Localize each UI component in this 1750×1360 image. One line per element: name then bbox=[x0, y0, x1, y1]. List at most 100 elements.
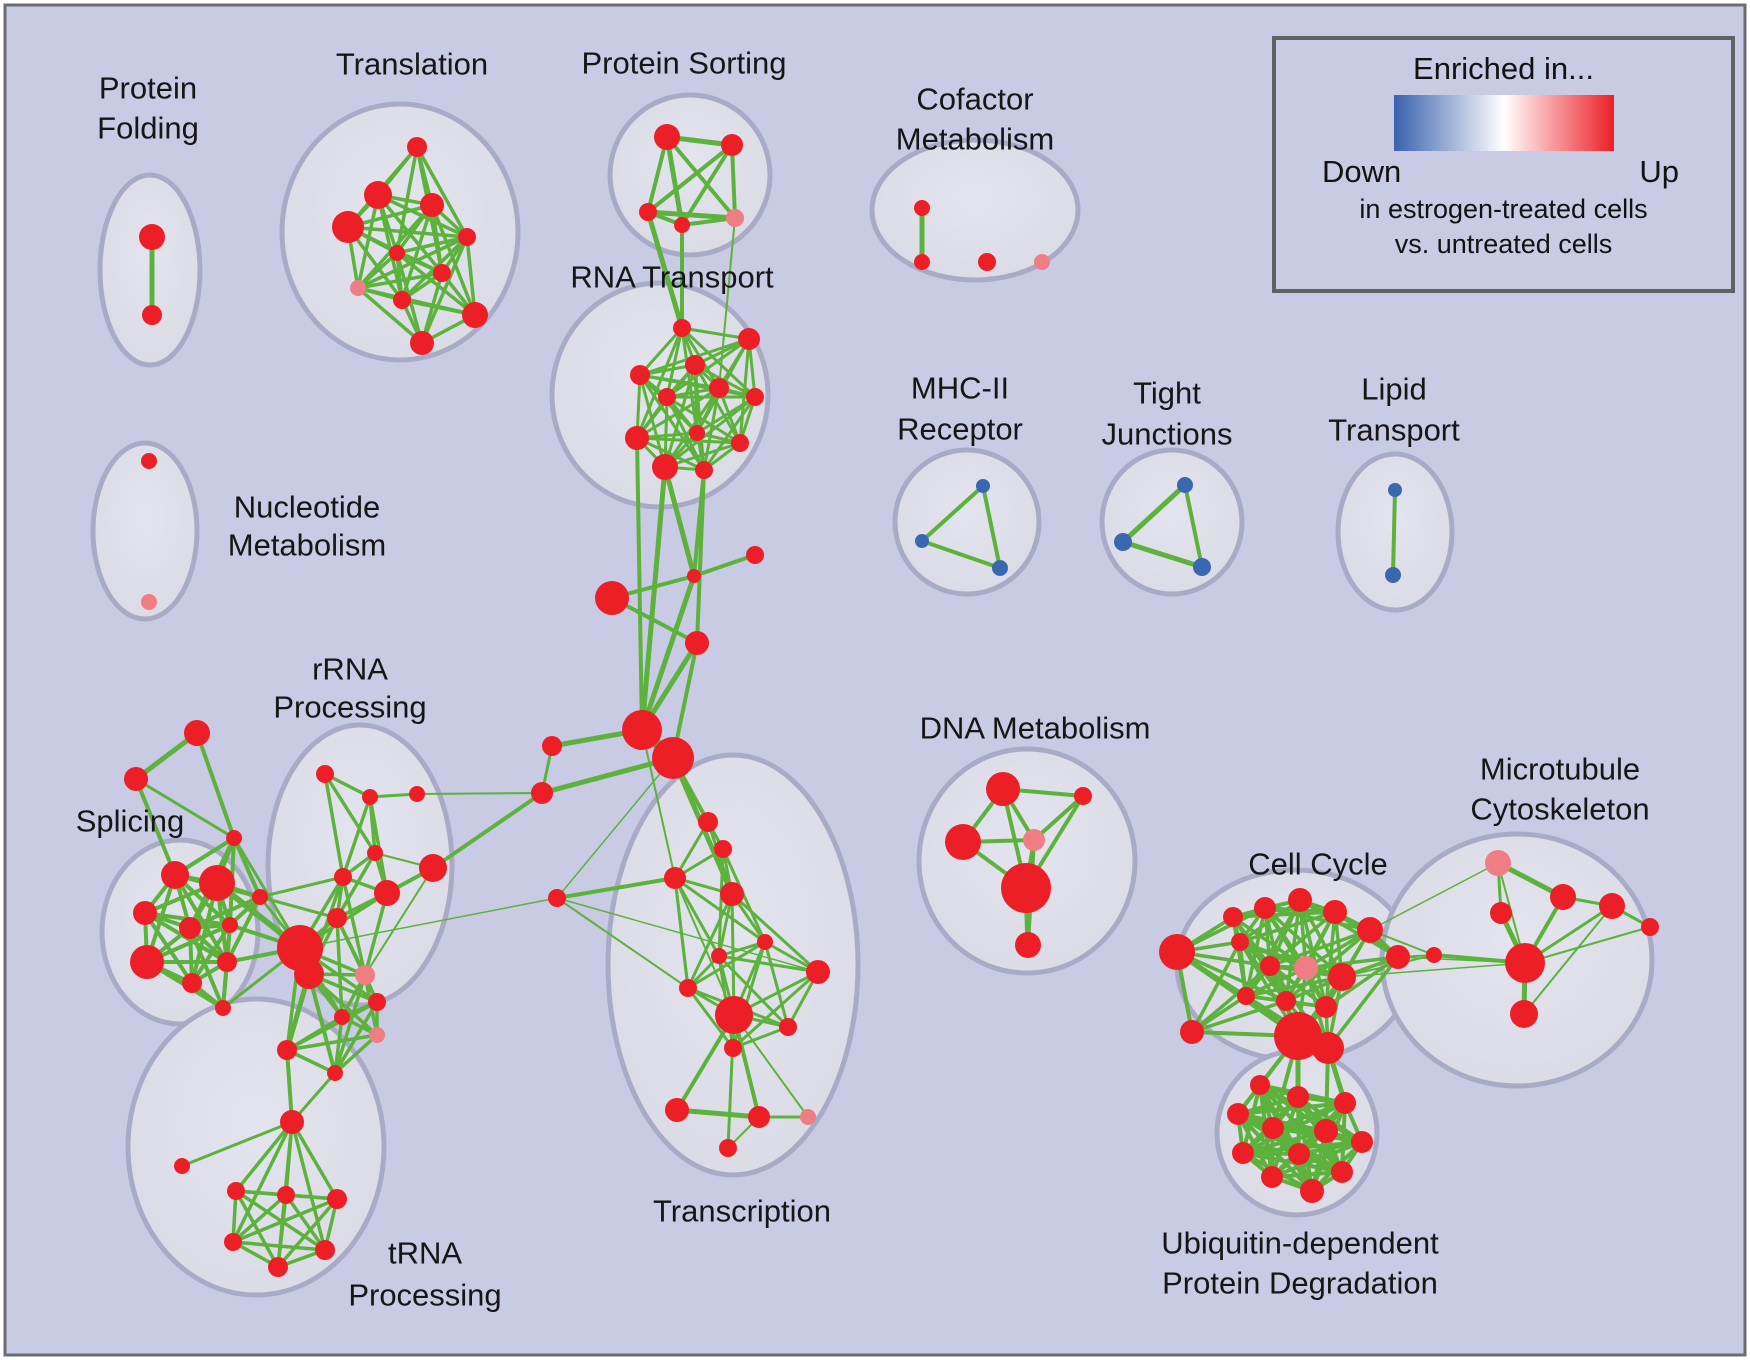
network-node[interactable] bbox=[685, 355, 705, 375]
network-node[interactable] bbox=[731, 434, 749, 452]
network-node[interactable] bbox=[665, 1098, 689, 1122]
network-node[interactable] bbox=[315, 1240, 335, 1260]
network-node[interactable] bbox=[367, 845, 383, 861]
network-node[interactable] bbox=[327, 1065, 343, 1081]
network-node[interactable] bbox=[914, 200, 930, 216]
network-node[interactable] bbox=[294, 959, 324, 989]
network-node[interactable] bbox=[374, 880, 400, 906]
network-node[interactable] bbox=[316, 765, 334, 783]
network-node[interactable] bbox=[1015, 932, 1041, 958]
network-node[interactable] bbox=[409, 786, 425, 802]
network-node[interactable] bbox=[280, 1110, 304, 1134]
network-node[interactable] bbox=[1599, 893, 1625, 919]
network-node[interactable] bbox=[1193, 558, 1211, 576]
network-node[interactable] bbox=[1177, 477, 1193, 493]
network-node[interactable] bbox=[1180, 1020, 1204, 1044]
network-node[interactable] bbox=[1232, 1142, 1254, 1164]
network-node[interactable] bbox=[542, 736, 562, 756]
network-node[interactable] bbox=[709, 378, 729, 398]
network-node[interactable] bbox=[1510, 1000, 1538, 1028]
network-node[interactable] bbox=[720, 882, 744, 906]
network-node[interactable] bbox=[711, 948, 727, 964]
network-node[interactable] bbox=[130, 945, 164, 979]
network-node[interactable] bbox=[746, 546, 764, 564]
network-node[interactable] bbox=[738, 328, 760, 350]
network-node[interactable] bbox=[1274, 1012, 1322, 1060]
network-node[interactable] bbox=[133, 901, 157, 925]
network-node[interactable] bbox=[1237, 987, 1255, 1005]
network-node[interactable] bbox=[1328, 963, 1356, 991]
network-node[interactable] bbox=[124, 767, 148, 791]
network-node[interactable] bbox=[978, 253, 996, 271]
network-node[interactable] bbox=[184, 720, 210, 746]
network-node[interactable] bbox=[142, 305, 162, 325]
network-node[interactable] bbox=[976, 479, 990, 493]
network-node[interactable] bbox=[327, 908, 347, 928]
network-node[interactable] bbox=[1260, 956, 1280, 976]
network-node[interactable] bbox=[652, 737, 694, 779]
network-node[interactable] bbox=[433, 264, 451, 282]
network-node[interactable] bbox=[462, 302, 488, 328]
network-node[interactable] bbox=[639, 203, 657, 221]
network-node[interactable] bbox=[1485, 850, 1511, 876]
network-node[interactable] bbox=[679, 979, 697, 997]
network-node[interactable] bbox=[1231, 933, 1249, 951]
network-node[interactable] bbox=[992, 560, 1008, 576]
network-node[interactable] bbox=[1388, 483, 1402, 497]
network-node[interactable] bbox=[630, 365, 650, 385]
network-node[interactable] bbox=[1550, 884, 1576, 910]
network-node[interactable] bbox=[1386, 945, 1410, 969]
network-node[interactable] bbox=[419, 854, 447, 882]
network-node[interactable] bbox=[410, 331, 434, 355]
network-node[interactable] bbox=[1250, 1075, 1270, 1095]
network-node[interactable] bbox=[1001, 863, 1051, 913]
network-node[interactable] bbox=[746, 388, 764, 406]
network-node[interactable] bbox=[915, 534, 929, 548]
network-node[interactable] bbox=[1323, 900, 1347, 924]
network-node[interactable] bbox=[215, 1000, 231, 1016]
network-node[interactable] bbox=[674, 217, 690, 233]
network-node[interactable] bbox=[458, 228, 476, 246]
network-node[interactable] bbox=[1490, 902, 1512, 924]
network-node[interactable] bbox=[673, 319, 691, 337]
network-node[interactable] bbox=[721, 134, 743, 156]
network-node[interactable] bbox=[719, 1139, 737, 1157]
network-node[interactable] bbox=[393, 291, 411, 309]
network-node[interactable] bbox=[1357, 917, 1383, 943]
network-node[interactable] bbox=[625, 426, 649, 450]
network-node[interactable] bbox=[1331, 1161, 1353, 1183]
network-node[interactable] bbox=[779, 1018, 797, 1036]
network-node[interactable] bbox=[368, 993, 386, 1011]
network-node[interactable] bbox=[332, 211, 364, 243]
network-node[interactable] bbox=[277, 1186, 295, 1204]
network-node[interactable] bbox=[726, 209, 744, 227]
network-node[interactable] bbox=[806, 960, 830, 984]
network-node[interactable] bbox=[1288, 1143, 1310, 1165]
network-node[interactable] bbox=[420, 193, 444, 217]
network-node[interactable] bbox=[1074, 787, 1092, 805]
network-node[interactable] bbox=[1159, 934, 1195, 970]
network-node[interactable] bbox=[268, 1257, 288, 1277]
network-node[interactable] bbox=[695, 461, 713, 479]
network-node[interactable] bbox=[174, 1158, 190, 1174]
network-node[interactable] bbox=[1294, 956, 1318, 980]
network-node[interactable] bbox=[1287, 1086, 1309, 1108]
network-node[interactable] bbox=[1505, 943, 1545, 983]
network-node[interactable] bbox=[369, 1027, 385, 1043]
network-node[interactable] bbox=[652, 454, 678, 480]
network-node[interactable] bbox=[224, 1233, 242, 1251]
network-node[interactable] bbox=[664, 867, 686, 889]
network-node[interactable] bbox=[1023, 829, 1045, 851]
network-node[interactable] bbox=[327, 1189, 347, 1209]
network-node[interactable] bbox=[362, 789, 378, 805]
network-node[interactable] bbox=[595, 581, 629, 615]
network-node[interactable] bbox=[179, 917, 201, 939]
network-node[interactable] bbox=[548, 889, 566, 907]
network-node[interactable] bbox=[199, 865, 235, 901]
network-node[interactable] bbox=[531, 782, 553, 804]
network-node[interactable] bbox=[226, 830, 242, 846]
network-node[interactable] bbox=[1334, 1092, 1356, 1114]
network-node[interactable] bbox=[1315, 996, 1337, 1018]
network-node[interactable] bbox=[687, 569, 701, 583]
network-node[interactable] bbox=[714, 840, 732, 858]
